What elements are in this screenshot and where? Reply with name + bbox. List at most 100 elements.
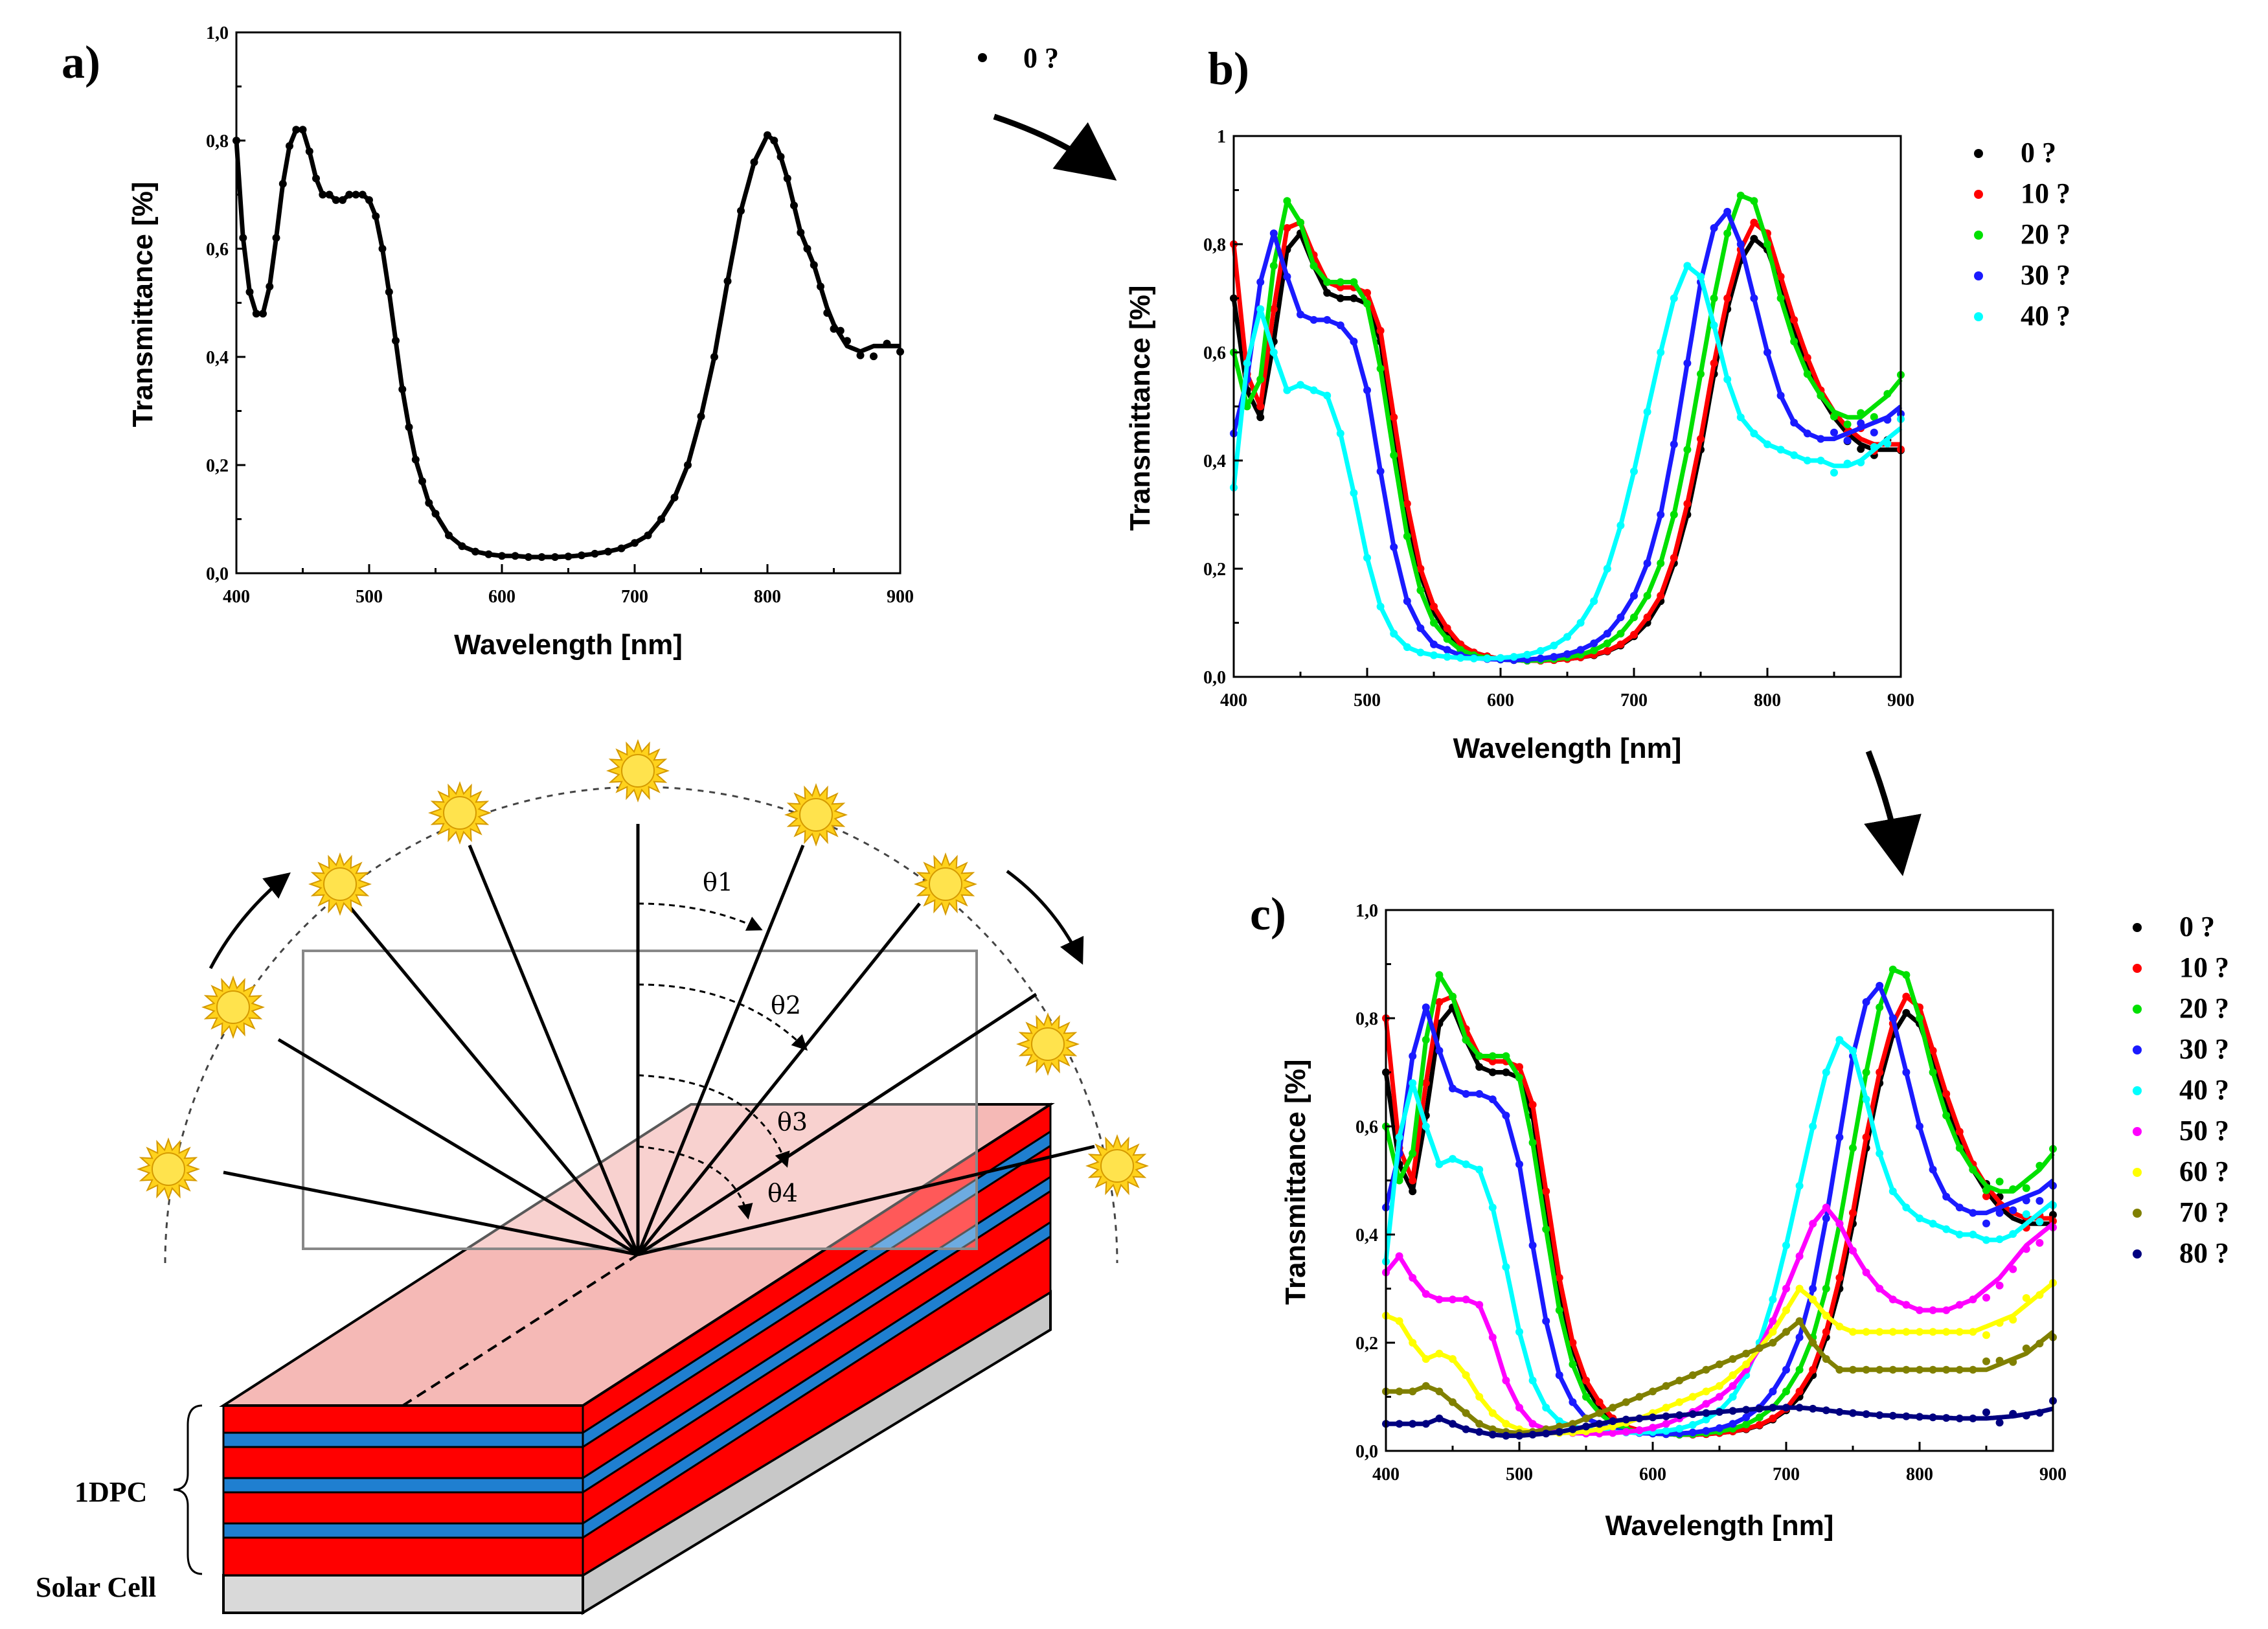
x-axis-label: Wavelength [nm]	[454, 629, 683, 661]
data-point	[1336, 429, 1344, 438]
data-point	[1955, 1414, 1964, 1422]
data-point	[411, 455, 420, 464]
ray	[637, 902, 921, 1256]
data-point	[1616, 640, 1625, 648]
angle-arc-4	[637, 1145, 753, 1220]
data-point	[1542, 1187, 1550, 1196]
data-point	[1849, 1365, 1857, 1374]
data-point	[1736, 413, 1745, 422]
rays	[223, 824, 1095, 1257]
data-point	[1536, 654, 1545, 663]
data-point	[1409, 1387, 1417, 1396]
data-point	[1590, 597, 1598, 606]
data-point	[1488, 1068, 1497, 1077]
data-point	[1929, 1165, 1937, 1174]
floating-legend: 0 ?	[978, 42, 1059, 74]
data-point	[498, 552, 506, 560]
data-point	[1862, 1268, 1870, 1277]
data-point	[1697, 370, 1705, 378]
data-point	[1449, 1155, 1457, 1163]
data-point	[1582, 1422, 1590, 1431]
legend-marker	[1974, 312, 1983, 321]
data-point	[1916, 1306, 1923, 1314]
data-point	[883, 339, 891, 348]
data-point	[358, 190, 367, 199]
data-point	[1982, 1293, 1990, 1302]
data-point	[1835, 1365, 1844, 1374]
sun-icon	[201, 975, 265, 1039]
data-point	[1670, 294, 1678, 302]
data-point	[1616, 521, 1625, 530]
data-point	[245, 288, 254, 296]
layer-red	[222, 1491, 584, 1525]
data-point	[1643, 591, 1651, 600]
data-point	[352, 190, 360, 199]
data-point	[2036, 1238, 2044, 1247]
data-point	[1416, 586, 1425, 595]
data-point	[1488, 1430, 1497, 1439]
data-point	[1528, 1100, 1537, 1109]
data-point	[1769, 1404, 1777, 1412]
data-point	[299, 126, 307, 134]
data-point	[484, 550, 493, 558]
data-point	[1323, 289, 1332, 297]
x-tick-label: 900	[887, 587, 914, 607]
data-point	[1609, 1404, 1617, 1412]
ray	[348, 906, 639, 1256]
data-point	[1409, 1187, 1417, 1196]
data-point	[1555, 1417, 1563, 1426]
data-point	[1662, 1427, 1670, 1435]
data-point	[1782, 1404, 1790, 1412]
data-point	[1422, 1355, 1430, 1363]
data-point	[1409, 1176, 1417, 1185]
data-point	[1969, 1328, 1977, 1336]
legend-entry: 0 ?	[2179, 911, 2215, 942]
data-point	[1475, 1301, 1484, 1309]
data-point	[790, 201, 798, 210]
data-point	[1817, 457, 1825, 464]
data-point	[1955, 1128, 1964, 1136]
legend-marker	[2133, 1045, 2142, 1054]
data-point	[1782, 1284, 1790, 1293]
data-point	[1876, 1068, 1884, 1077]
data-point	[1862, 1133, 1870, 1141]
data-point	[1929, 1413, 1937, 1422]
x-tick-label: 500	[1354, 690, 1381, 711]
data-point	[1515, 1063, 1523, 1071]
data-point	[1769, 1414, 1777, 1422]
data-point	[1683, 359, 1692, 367]
x-tick-label: 600	[1487, 690, 1514, 711]
data-point	[2009, 1265, 2017, 1273]
data-point	[1336, 278, 1344, 286]
data-point	[1502, 1376, 1510, 1385]
data-point	[1416, 565, 1425, 573]
data-point	[1435, 1414, 1444, 1422]
data-point	[1835, 1323, 1844, 1330]
data-point	[1435, 1295, 1444, 1304]
data-point	[1395, 1133, 1403, 1141]
data-point	[445, 531, 453, 540]
data-point	[1630, 591, 1638, 600]
data-point	[272, 234, 280, 242]
data-point	[1363, 289, 1371, 297]
data-point	[1723, 375, 1732, 383]
data-point	[1902, 1412, 1911, 1420]
legend-entry: 40 ?	[2179, 1074, 2229, 1106]
series-40-points	[1230, 262, 1905, 663]
data-point	[538, 553, 546, 561]
data-point	[1876, 1411, 1884, 1419]
legend-marker	[2133, 1209, 2142, 1218]
data-point	[1857, 419, 1865, 427]
data-point	[1929, 1365, 1937, 1374]
data-point	[578, 551, 585, 560]
data-point	[1750, 429, 1758, 438]
data-point	[1550, 641, 1558, 650]
data-point	[1462, 1036, 1470, 1044]
chart-c: 400 500 600 700 800 900 0,0 0,2 0,4 0,6 0,8 1,0 Wave…	[1280, 901, 2229, 1542]
data-point	[1569, 1398, 1577, 1406]
data-point	[1902, 1068, 1911, 1077]
arc-arrow-right	[1006, 869, 1084, 965]
legend-marker	[1974, 231, 1983, 240]
data-point	[1902, 1008, 1911, 1017]
data-point	[1902, 1301, 1911, 1309]
